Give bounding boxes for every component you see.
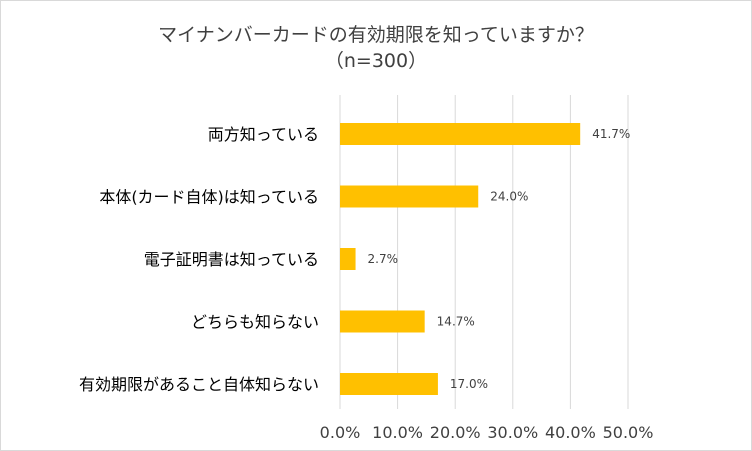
bars: 41.7% 24.0% 2.7% 14.7% 17.0% <box>340 123 630 395</box>
category-labels: 両方知っている本体(カード自体)は知っている電子証明書は知っているどちらも知らな… <box>79 125 319 394</box>
data-label: 2.7% <box>368 252 399 266</box>
bar <box>340 310 425 333</box>
data-label: 17.0% <box>450 377 488 391</box>
bar <box>340 248 356 270</box>
category-label: 電子証明書は知っている <box>144 250 319 269</box>
category-label: 有効期限があること自体知らない <box>79 375 319 394</box>
x-tick-label: 10.0% <box>372 423 423 442</box>
data-label: 41.7% <box>592 127 630 141</box>
data-label: 24.0% <box>490 190 528 204</box>
bar <box>340 185 479 208</box>
category-label: 本体(カード自体)は知っている <box>99 188 319 207</box>
x-tick-label: 0.0% <box>320 423 361 442</box>
bar <box>340 373 438 395</box>
x-tick-label: 30.0% <box>487 423 538 442</box>
x-tick-label: 40.0% <box>545 423 596 442</box>
data-label: 14.7% <box>437 315 475 329</box>
bar <box>340 123 581 145</box>
x-tick-label: 50.0% <box>603 423 654 442</box>
grid-lines <box>339 95 629 409</box>
chart-title: マイナンバーカードの有効期限を知っていますか？ <box>158 24 594 46</box>
x-axis-ticks: 0.0% 10.0% 20.0% 30.0% 40.0% 50.0% <box>320 423 654 442</box>
category-label: 両方知っている <box>208 125 319 144</box>
x-tick-label: 20.0% <box>430 423 481 442</box>
category-label: どちらも知らない <box>191 313 319 332</box>
chart-subtitle: （n=300） <box>325 50 427 72</box>
